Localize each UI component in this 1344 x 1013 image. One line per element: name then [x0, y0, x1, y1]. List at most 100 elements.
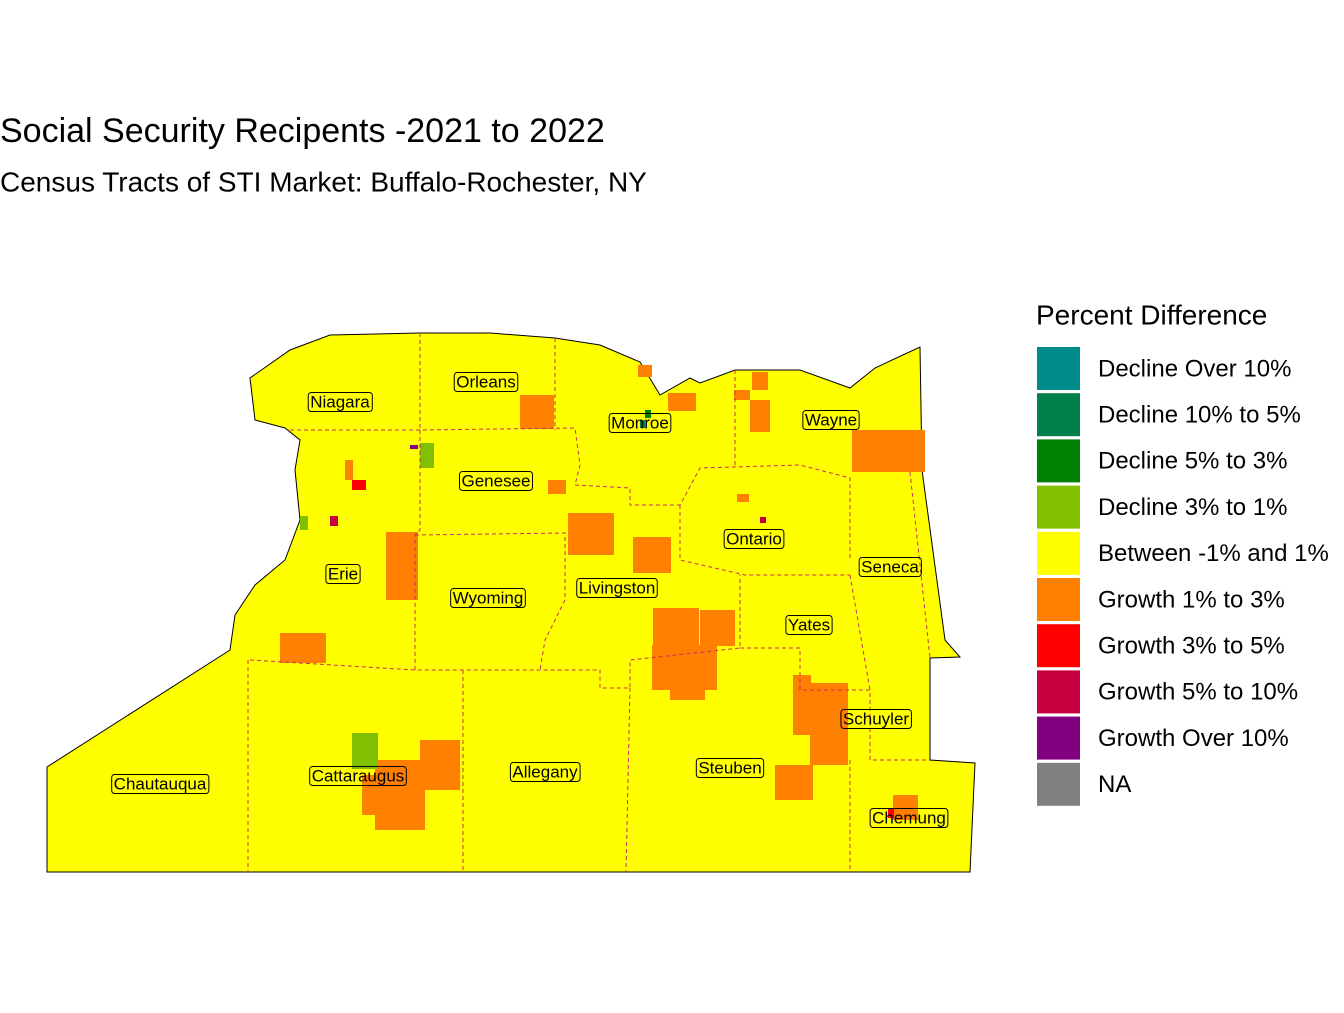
county-label-box [802, 409, 860, 430]
county-label-box [453, 371, 519, 392]
tract [700, 610, 735, 646]
county-label: Yates [788, 615, 830, 634]
tract [775, 765, 813, 800]
county-label-box [840, 708, 912, 729]
tract [852, 430, 925, 472]
county-label-group: Chautauqua [111, 773, 210, 794]
legend-swatch [1037, 531, 1080, 575]
tract [633, 537, 671, 573]
county-label-group: Erie [325, 563, 361, 584]
county-label-group: Yates [785, 614, 833, 635]
legend-swatch [1037, 439, 1080, 483]
county-label: Wayne [805, 410, 857, 429]
county-label-box [307, 391, 373, 412]
legend-title: Percent Difference [1036, 299, 1267, 330]
tract [638, 365, 652, 377]
tract [734, 390, 750, 400]
tract [670, 670, 705, 700]
tract [420, 443, 434, 468]
tract [420, 740, 460, 790]
county-label-box [858, 556, 922, 577]
county-label-box [785, 614, 833, 635]
map [46, 332, 976, 873]
tract [375, 760, 425, 830]
county-label-group: Genesee [459, 470, 533, 491]
tract [410, 445, 418, 449]
legend-swatch [1037, 624, 1080, 668]
tract [888, 808, 894, 818]
county-label: Allegany [512, 762, 578, 781]
legend-swatch [1037, 762, 1080, 806]
legend-label: Growth 5% to 10% [1098, 679, 1298, 706]
tract [752, 372, 768, 390]
legend-label: Decline 5% to 3% [1098, 448, 1287, 475]
county-label: Genesee [462, 471, 531, 490]
legend-label: Decline 3% to 1% [1098, 494, 1287, 521]
legend: Decline Over 10% Decline 10% to 5% Decline… [1037, 347, 1329, 806]
county-label-box [869, 807, 949, 828]
tract [352, 733, 378, 769]
county-label-box [576, 577, 658, 598]
county-label-group: Chemung [869, 807, 949, 828]
tract [280, 633, 326, 663]
tract [640, 420, 645, 428]
county-label: Livingston [579, 578, 656, 597]
county-label: Niagara [310, 392, 370, 411]
tract [653, 608, 699, 646]
county-label: Seneca [861, 557, 919, 576]
county-label-group: Cattaraugus [309, 765, 407, 786]
tract [330, 516, 338, 526]
legend-label: Growth 3% to 5% [1098, 633, 1285, 660]
county-label-box [309, 765, 407, 786]
legend-swatch [1037, 347, 1080, 390]
county-label: Monroe [611, 413, 669, 432]
county-label: Cattaraugus [312, 766, 405, 785]
legend-swatch [1037, 578, 1080, 621]
county-label: Chemung [872, 808, 946, 827]
county-label: Orleans [456, 372, 516, 391]
legend-label: Growth 1% to 3% [1098, 586, 1285, 613]
tract [548, 480, 566, 494]
county-label-box [723, 528, 785, 549]
county-borders [247, 333, 931, 873]
legend-label: Decline 10% to 5% [1098, 402, 1301, 429]
tract [793, 675, 811, 735]
county-label-box [608, 412, 672, 433]
tract [345, 460, 353, 480]
tract [352, 480, 366, 490]
legend-label: NA [1098, 771, 1131, 798]
county-label-box [111, 773, 210, 794]
county-label-box [509, 761, 581, 782]
tract [760, 517, 766, 523]
county-label-group: Wayne [802, 409, 860, 430]
county-label-group: Schuyler [840, 708, 912, 729]
county-labels: Niagara Orleans Monroe Wayne Genesee Erie Onta… [111, 371, 949, 828]
tract [645, 410, 651, 418]
county-label-group: Steuben [695, 757, 765, 778]
county-label-box [325, 563, 361, 584]
county-label-box [695, 757, 765, 778]
tract [668, 393, 696, 411]
title: Social Security Recipents -2021 to 2022 [0, 112, 605, 150]
county-label: Schuyler [843, 709, 909, 728]
county-label-group: Seneca [858, 556, 922, 577]
county-label-group: Monroe [608, 412, 672, 433]
tract [568, 513, 614, 555]
legend-swatch [1037, 716, 1080, 760]
county-label-group: Allegany [509, 761, 581, 782]
county-label-group: Orleans [453, 371, 519, 392]
legend-swatch [1037, 393, 1080, 437]
county-label-group: Livingston [576, 577, 658, 598]
region [46, 332, 976, 873]
tract [893, 795, 918, 820]
county-label-box [450, 587, 526, 608]
legend-label: Growth Over 10% [1098, 725, 1289, 752]
county-label: Erie [328, 564, 358, 583]
county-label: Steuben [698, 758, 761, 777]
legend-swatch [1037, 485, 1080, 529]
subtitle: Census Tracts of STI Market: Buffalo-Roc… [0, 166, 647, 197]
county-label: Wyoming [453, 588, 524, 607]
county-label-box [459, 470, 533, 491]
